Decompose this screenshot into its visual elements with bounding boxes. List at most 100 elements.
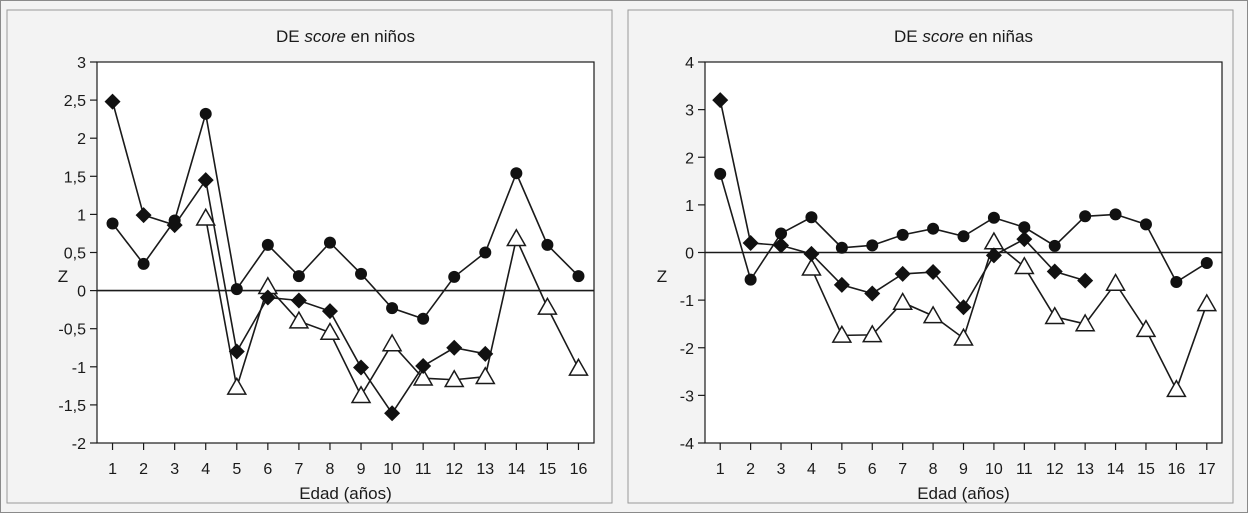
x-axis-label: Edad (años) [917, 484, 1010, 503]
diamond-point [1046, 263, 1063, 280]
triangle-point [1135, 319, 1157, 338]
diamond-point [925, 264, 942, 281]
triangle-point [226, 376, 248, 395]
diamond-point [864, 285, 881, 302]
triangle-point [288, 310, 310, 329]
diamond-point [1016, 231, 1033, 248]
y-tick-label: 1 [685, 198, 694, 215]
x-tick-label: 15 [539, 461, 557, 478]
x-tick-label: 8 [326, 461, 335, 478]
diamond-point [742, 234, 759, 251]
circle-point [714, 167, 727, 180]
x-tick-label: 5 [232, 461, 241, 478]
x-tick-label: 14 [1107, 461, 1125, 478]
circle-point [1109, 208, 1122, 221]
circle-point [1079, 210, 1092, 223]
y-tick-label: -3 [680, 388, 694, 405]
chart-title-part: DE [894, 27, 922, 46]
circle-point [896, 228, 909, 241]
diamond-point [353, 359, 370, 376]
circle-point [775, 227, 788, 240]
x-tick-label: 4 [807, 461, 816, 478]
diamond-point [290, 292, 307, 309]
circle-point [572, 270, 585, 283]
triangle-point [195, 207, 217, 226]
diamond-point [833, 276, 850, 293]
diamond-point [197, 172, 214, 189]
triangle-point [506, 228, 527, 247]
x-axis-label: Edad (años) [299, 484, 392, 503]
diamond-point [446, 339, 463, 356]
x-tick-label: 11 [415, 461, 432, 478]
x-tick-label: 10 [383, 461, 401, 478]
circle-point [106, 217, 119, 230]
triangle-point [801, 257, 822, 276]
triangle-point [861, 324, 883, 343]
circle-point [323, 236, 336, 249]
triangle-point [537, 296, 558, 315]
x-tick-label: 1 [108, 461, 117, 478]
x-tick-label: 1 [716, 461, 725, 478]
triangle-point [412, 367, 434, 386]
circle-point [355, 267, 368, 280]
y-tick-label: 2 [685, 150, 694, 167]
diamond-point [135, 207, 152, 224]
x-tick-label: 12 [1046, 461, 1064, 478]
y-tick-label: -1 [680, 293, 694, 310]
x-tick-label: 14 [507, 461, 525, 478]
x-tick-label: 13 [1076, 461, 1094, 478]
circle-point [744, 273, 757, 286]
y-tick-label: 0 [685, 246, 694, 263]
x-tick-label: 12 [445, 461, 463, 478]
triangle-point [953, 327, 974, 346]
diamond-point [104, 93, 121, 110]
triangle-point [1196, 293, 1218, 312]
chart-title: DE score en niñas [894, 27, 1033, 46]
y-tick-label: 1,5 [64, 169, 86, 186]
circle-point [1139, 218, 1152, 231]
chart-title-part: en niños [346, 27, 415, 46]
series-line-triangle [810, 240, 1208, 392]
y-tick-label: 3 [77, 55, 86, 72]
circle-point [866, 239, 879, 252]
circle-point [230, 283, 243, 296]
circle-point [199, 107, 212, 120]
y-tick-label: -2 [72, 436, 86, 453]
y-tick-label: 3 [685, 103, 694, 120]
circle-point [1018, 221, 1031, 234]
x-tick-label: 9 [959, 461, 968, 478]
x-tick-label: 2 [746, 461, 755, 478]
circle-point [261, 238, 274, 251]
diamond-point [477, 345, 494, 362]
diamond-point [955, 299, 972, 316]
y-tick-label: 0 [77, 284, 86, 301]
chart-title-part: score [304, 27, 346, 46]
y-tick-label: -2 [680, 341, 694, 358]
triangle-point [568, 357, 589, 376]
x-tick-label: 7 [294, 461, 303, 478]
chart-panel-1: DE score en niños 3 2,5 2 1,5 1 0,5 0 -0,5 -1 -1,5… [6, 9, 613, 504]
circle-point [1200, 256, 1213, 269]
triangle-point [1044, 306, 1066, 325]
triangle-point [1105, 272, 1126, 291]
x-tick-label: 7 [898, 461, 907, 478]
x-tick-label: 16 [570, 461, 588, 478]
x-tick-label: 9 [357, 461, 366, 478]
diamond-point [894, 265, 911, 282]
diamond-point [985, 247, 1002, 264]
chart-title-part: DE [276, 27, 304, 46]
circle-point [1170, 276, 1183, 289]
triangle-point [381, 333, 403, 352]
chart-title: DE score en niños [276, 27, 415, 46]
diamond-point [415, 358, 432, 375]
circle-point [987, 211, 1000, 224]
x-tick-label: 11 [1016, 461, 1033, 478]
circle-point [1048, 239, 1061, 252]
x-tick-label: 6 [263, 461, 272, 478]
series-line-circle [111, 113, 580, 320]
diamond-point [803, 245, 820, 262]
diamond-point [166, 217, 183, 234]
y-tick-label: -0,5 [58, 322, 86, 339]
